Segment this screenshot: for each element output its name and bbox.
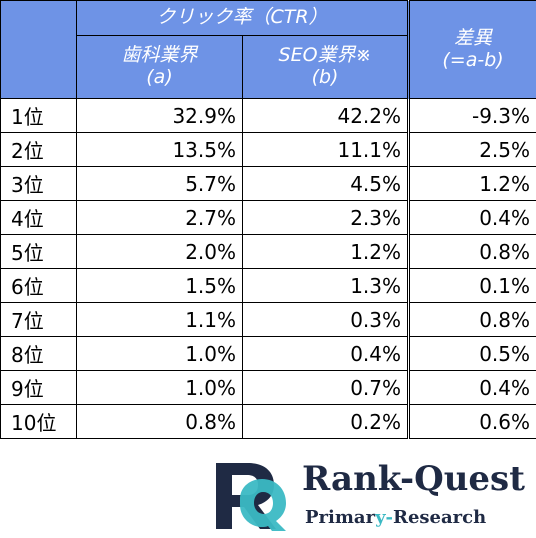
table-row: 7位 1.1% 0.3% 0.8%	[0, 302, 536, 337]
brand-name-part1: Rank-	[302, 459, 415, 499]
seo-ctr-cell: 2.3%	[241, 200, 410, 235]
seo-column-header: SEO業界※ (b)	[241, 35, 410, 99]
dental-ctr-cell: 2.0%	[76, 234, 243, 269]
corner-header-cell	[0, 0, 77, 99]
dental-ctr-cell: 32.9%	[76, 98, 243, 133]
dental-header-line2: (a)	[146, 66, 173, 88]
seo-header-line1: SEO業界※	[278, 44, 372, 67]
seo-ctr-cell: 1.3%	[241, 268, 410, 303]
diff-header-line1: 差異	[454, 26, 493, 49]
rank-cell: 10位	[0, 404, 77, 439]
table-row: 4位 2.7% 2.3% 0.4%	[0, 200, 536, 235]
rank-cell: 4位	[0, 200, 77, 235]
seo-ctr-cell: 0.7%	[241, 370, 410, 405]
brand-name-part2: Quest	[414, 459, 525, 499]
dental-header-line1: 歯科業界	[121, 44, 198, 67]
dental-ctr-cell: 13.5%	[76, 132, 243, 167]
seo-ctr-cell: 11.1%	[241, 132, 410, 167]
rank-cell: 6位	[0, 268, 77, 303]
brand-tagline: Primary-Research	[305, 507, 486, 528]
dental-ctr-cell: 5.7%	[76, 166, 243, 201]
diff-cell: 0.6%	[407, 404, 536, 439]
diff-cell: 0.4%	[407, 370, 536, 405]
seo-ctr-cell: 0.4%	[241, 336, 410, 371]
rq-logo-mark-icon	[216, 463, 286, 531]
diff-header: 差異 (=a-b)	[407, 0, 536, 99]
table-row: 5位 2.0% 1.2% 0.8%	[0, 234, 536, 269]
dental-ctr-cell: 1.1%	[76, 302, 243, 337]
table-row: 1位 32.9% 42.2% -9.3%	[0, 98, 536, 133]
dental-ctr-cell: 2.7%	[76, 200, 243, 235]
ctr-group-header: クリック率（CTR）	[75, 0, 410, 36]
rank-cell: 2位	[0, 132, 77, 167]
diff-header-line2: (=a-b)	[442, 48, 504, 71]
tagline-part1: Primar	[305, 507, 376, 528]
dental-column-header: 歯科業界 (a)	[76, 35, 243, 99]
table-row: 8位 1.0% 0.4% 0.5%	[0, 336, 536, 371]
diff-cell: 2.5%	[407, 132, 536, 167]
rank-cell: 7位	[0, 302, 77, 337]
tagline-part3: Research	[393, 507, 487, 528]
dental-ctr-cell: 1.0%	[76, 336, 243, 371]
rank-cell: 5位	[0, 234, 77, 269]
dental-ctr-cell: 0.8%	[76, 404, 243, 439]
seo-ctr-cell: 0.3%	[241, 302, 410, 337]
brand-name: Rank-Quest	[302, 459, 525, 499]
tagline-part2: y-	[375, 507, 393, 528]
table-row: 3位 5.7% 4.5% 1.2%	[0, 166, 536, 201]
table-row: 6位 1.5% 1.3% 0.1%	[0, 268, 536, 303]
table-body: 1位 32.9% 42.2% -9.3% 2位 13.5% 11.1% 2.5% 3位 5.7% 4…	[0, 98, 536, 439]
seo-ctr-cell: 42.2%	[241, 98, 410, 133]
seo-header-line2: (b)	[311, 66, 339, 88]
rank-cell: 8位	[0, 336, 77, 371]
diff-cell: -9.3%	[407, 98, 536, 133]
seo-ctr-cell: 1.2%	[241, 234, 410, 269]
diff-cell: 0.1%	[407, 268, 536, 303]
diff-cell: 0.8%	[407, 234, 536, 269]
seo-ctr-cell: 4.5%	[241, 166, 410, 201]
dental-ctr-cell: 1.0%	[76, 370, 243, 405]
diff-cell: 0.5%	[407, 336, 536, 371]
table-row: 2位 13.5% 11.1% 2.5%	[0, 132, 536, 167]
rank-cell: 1位	[0, 98, 77, 133]
dental-ctr-cell: 1.5%	[76, 268, 243, 303]
diff-cell: 0.8%	[407, 302, 536, 337]
rank-cell: 9位	[0, 370, 77, 405]
seo-ctr-cell: 0.2%	[241, 404, 410, 439]
diff-cell: 1.2%	[407, 166, 536, 201]
table-row: 10位 0.8% 0.2% 0.6%	[0, 404, 536, 439]
ctr-table: クリック率（CTR） 差異 (=a-b) 歯科業界 (a) SEO業界※ (b)…	[0, 0, 536, 439]
rank-cell: 3位	[0, 166, 77, 201]
diff-cell: 0.4%	[407, 200, 536, 235]
table-row: 9位 1.0% 0.7% 0.4%	[0, 370, 536, 405]
rank-quest-logo: Rank-Quest Primary-Research	[210, 459, 530, 534]
